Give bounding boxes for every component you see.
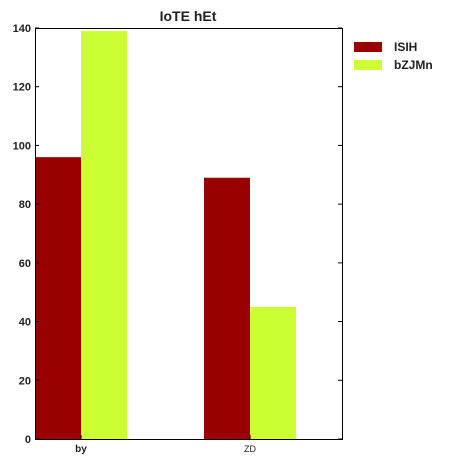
- x-axis-ticks: by ZD: [75, 435, 256, 455]
- plot-frame: [35, 28, 343, 440]
- legend-label: ISIH: [394, 40, 417, 54]
- bars-group: [35, 30, 296, 439]
- x-tick-label: ZD: [244, 444, 256, 454]
- bar-bZJMn-by: [81, 30, 127, 439]
- chart-title: IoTE hEt: [160, 8, 217, 24]
- bar-ISIH-by: [35, 157, 81, 439]
- y-tick-label: 80: [19, 199, 31, 211]
- y-tick-label: 100: [13, 140, 31, 152]
- legend-swatch: [354, 60, 382, 70]
- y-tick-label: 40: [19, 317, 31, 329]
- y-tick-label: 20: [19, 375, 31, 387]
- x-tick-label: by: [75, 444, 87, 455]
- y-tick-label: 120: [13, 82, 31, 94]
- legend: ISIH bZJMn: [354, 40, 433, 72]
- bar-bZJMn-ZD: [250, 306, 296, 439]
- legend-label: bZJMn: [394, 58, 433, 72]
- y-tick-label: 140: [13, 23, 31, 35]
- y-tick-label: 0: [25, 434, 31, 446]
- y-axis-ticks: 0 20 40 60 80 100 120 140: [13, 23, 342, 446]
- y-tick-label: 60: [19, 258, 31, 270]
- bar-ISIH-ZD: [204, 177, 250, 439]
- legend-swatch: [354, 42, 382, 52]
